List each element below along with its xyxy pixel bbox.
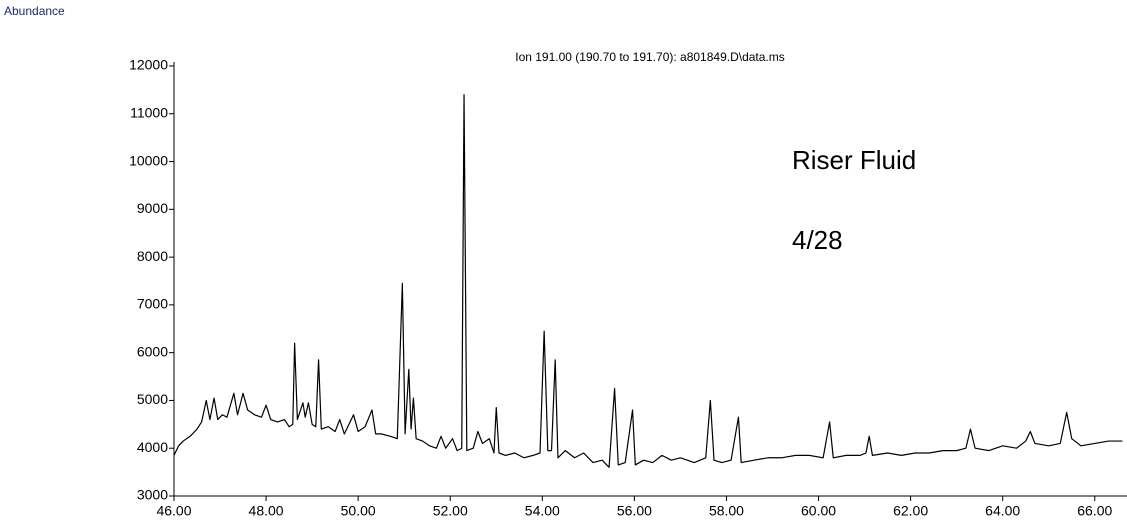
x-tick-label: 50.00 — [341, 503, 376, 519]
data-line — [173, 94, 1123, 468]
y-tick-label: 4000 — [137, 439, 168, 455]
x-tick-label: 54.00 — [525, 503, 560, 519]
y-tick-label: 9000 — [137, 200, 168, 216]
annotation: Riser Fluid — [792, 145, 916, 175]
x-tick-label: 64.00 — [985, 503, 1020, 519]
x-tick-label: 62.00 — [893, 503, 928, 519]
y-tick-label: 8000 — [137, 248, 168, 264]
x-tick-label: 52.00 — [433, 503, 468, 519]
y-tick-label: 3000 — [137, 487, 168, 503]
y-tick-label: 6000 — [137, 343, 168, 359]
x-tick-label: 66.00 — [1077, 503, 1112, 519]
x-tick-label: 48.00 — [249, 503, 284, 519]
y-axis-label: Abundance — [4, 4, 65, 18]
annotation: 4/28 — [792, 225, 843, 255]
y-tick-label: 10000 — [129, 152, 168, 168]
y-tick-label: 5000 — [137, 391, 168, 407]
y-tick-label: 11000 — [130, 104, 168, 120]
x-tick-label: 58.00 — [709, 503, 744, 519]
x-tick-label: 46.00 — [156, 503, 191, 519]
y-tick-label: 12000 — [129, 57, 168, 73]
chart-title: Ion 191.00 (190.70 to 191.70): a801849.D… — [515, 50, 785, 64]
y-tick-label: 7000 — [137, 296, 168, 312]
x-tick-label: 60.00 — [801, 503, 836, 519]
x-tick-label: 56.00 — [617, 503, 652, 519]
